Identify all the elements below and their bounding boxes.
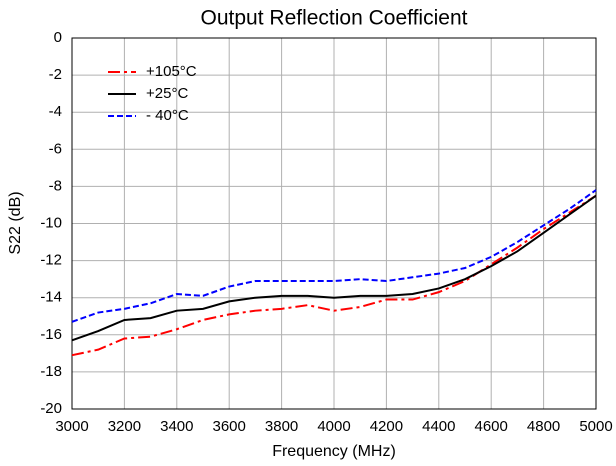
- x-axis-label: Frequency (MHz): [272, 443, 396, 460]
- x-tick-label: 3000: [55, 418, 88, 435]
- y-tick-label: -16: [40, 326, 62, 343]
- series-line: [71, 189, 597, 323]
- y-tick-label: -2: [49, 66, 62, 83]
- y-tick-label: -8: [49, 177, 62, 194]
- legend-label: +25°C: [146, 85, 188, 102]
- y-tick-label: -4: [49, 103, 62, 120]
- series-line: [71, 194, 597, 342]
- x-tick-label: 5000: [579, 418, 612, 435]
- x-tick-label: 4800: [527, 418, 560, 435]
- x-tick-label: 3400: [160, 418, 193, 435]
- x-tick-label: 4400: [422, 418, 455, 435]
- legend-label: +105°C: [146, 63, 197, 80]
- chart-title: Output Reflection Coefficient: [201, 7, 468, 30]
- x-tick-label: 3600: [213, 418, 246, 435]
- y-axis-label: S22 (dB): [7, 191, 24, 254]
- x-tick-label: 4200: [370, 418, 403, 435]
- x-tick-label: 3800: [265, 418, 298, 435]
- legend-label: - 40°C: [146, 107, 189, 124]
- y-tick-label: -20: [40, 400, 62, 417]
- y-tick-label: -14: [40, 289, 62, 306]
- plot-frame: [71, 37, 597, 410]
- y-tick-label: -6: [49, 140, 62, 157]
- x-tick-label: 3200: [108, 418, 141, 435]
- y-tick-label: 0: [54, 29, 62, 46]
- y-tick-label: -12: [40, 252, 62, 269]
- x-tick-label: 4600: [475, 418, 508, 435]
- series-line: [71, 194, 597, 357]
- x-tick-label: 4000: [317, 418, 350, 435]
- y-tick-label: -10: [40, 214, 62, 231]
- y-tick-label: -18: [40, 363, 62, 380]
